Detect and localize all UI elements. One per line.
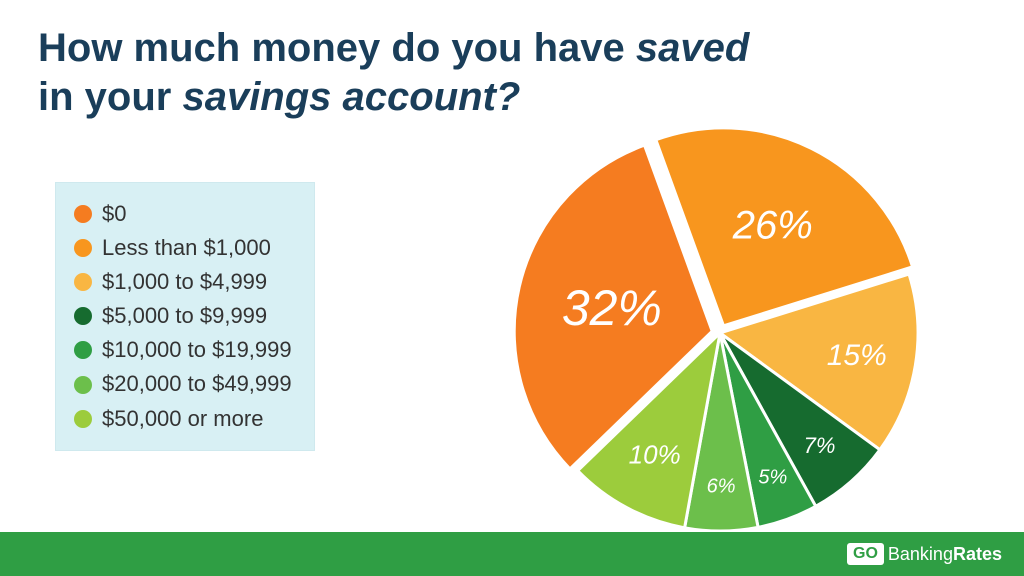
legend-item: Less than $1,000: [74, 231, 292, 265]
logo-go-badge: GO: [847, 543, 884, 565]
legend-item: $50,000 or more: [74, 402, 292, 436]
logo-text: BankingRates: [888, 544, 1002, 565]
page-title: How much money do you have saved in your…: [38, 24, 749, 122]
legend-swatch: [74, 205, 92, 223]
legend-label: $10,000 to $19,999: [102, 333, 292, 367]
legend-label: $0: [102, 197, 126, 231]
pie-slice-label: 7%: [804, 433, 836, 459]
pie-slice-label: 15%: [827, 339, 887, 373]
pie-slice-label: 32%: [562, 279, 662, 337]
pie-slice-label: 5%: [758, 467, 787, 490]
title-line2-plain: in your: [38, 75, 182, 119]
legend-label: Less than $1,000: [102, 231, 271, 265]
footer-bar: GO BankingRates: [0, 532, 1024, 576]
legend-item: $1,000 to $4,999: [74, 265, 292, 299]
title-line1-em: saved: [636, 26, 749, 70]
pie-slice-label: 10%: [629, 440, 681, 471]
pie-chart: 26% 15% 7% 5% 6% 10% 32%: [470, 118, 970, 538]
chart-legend: $0Less than $1,000$1,000 to $4,999$5,000…: [55, 182, 315, 451]
pie-slice-label: 6%: [707, 476, 736, 499]
legend-item: $20,000 to $49,999: [74, 367, 292, 401]
legend-swatch: [74, 410, 92, 428]
legend-swatch: [74, 376, 92, 394]
legend-swatch: [74, 273, 92, 291]
title-line1-plain: How much money do you have: [38, 26, 636, 70]
legend-label: $1,000 to $4,999: [102, 265, 267, 299]
legend-item: $0: [74, 197, 292, 231]
title-line2-em: savings account?: [182, 75, 520, 119]
legend-swatch: [74, 307, 92, 325]
legend-item: $10,000 to $19,999: [74, 333, 292, 367]
legend-item: $5,000 to $9,999: [74, 299, 292, 333]
legend-label: $5,000 to $9,999: [102, 299, 267, 333]
pie-slice-label: 26%: [733, 204, 813, 249]
legend-label: $50,000 or more: [102, 402, 263, 436]
brand-logo: GO BankingRates: [847, 543, 1002, 565]
legend-swatch: [74, 239, 92, 257]
legend-label: $20,000 to $49,999: [102, 367, 292, 401]
legend-swatch: [74, 341, 92, 359]
